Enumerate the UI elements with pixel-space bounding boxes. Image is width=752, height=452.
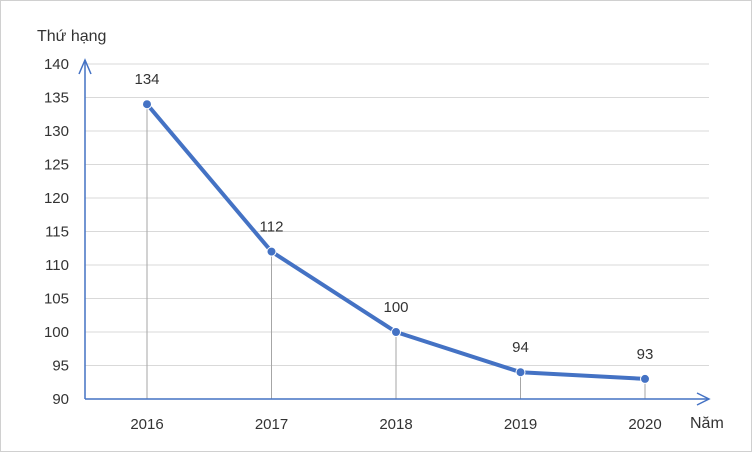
x-tick-labels: 2016 2017 2018 2019 2020 <box>130 416 661 433</box>
x-tick-label: 2016 <box>130 416 163 433</box>
y-tick-label: 120 <box>44 190 69 207</box>
x-tick-label: 2020 <box>628 416 661 433</box>
x-axis-arrow-icon <box>696 392 711 406</box>
x-tick-label: 2019 <box>504 416 537 433</box>
data-label: 93 <box>637 346 654 363</box>
y-tick-label: 125 <box>44 157 69 174</box>
y-tick-label: 90 <box>52 391 69 408</box>
x-tick-label: 2017 <box>255 416 288 433</box>
data-point <box>640 373 650 384</box>
series <box>142 99 650 384</box>
y-tick-label: 95 <box>52 358 69 375</box>
drop-lines <box>146 104 646 399</box>
x-axis-title: Năm <box>690 415 724 432</box>
data-label: 134 <box>134 71 159 88</box>
x-tick-label: 2018 <box>379 416 412 433</box>
y-tick-label: 140 <box>44 56 69 73</box>
y-tick-label: 110 <box>45 257 69 274</box>
y-axis-title: Thứ hạng <box>37 28 106 45</box>
data-point <box>515 367 526 378</box>
data-labels: 134 112 100 94 93 <box>134 71 653 363</box>
y-tick-label: 135 <box>44 90 69 107</box>
data-label: 100 <box>383 299 408 316</box>
y-tick-label: 105 <box>44 291 69 308</box>
y-tick-label: 100 <box>44 324 69 341</box>
data-label: 112 <box>260 219 284 236</box>
data-point <box>391 327 401 337</box>
gridlines <box>85 63 709 366</box>
y-tick-labels: 90 95 100 105 110 115 120 125 130 135 140 <box>44 56 69 408</box>
y-axis-arrow-icon <box>78 58 92 75</box>
axes <box>78 58 711 406</box>
y-tick-label: 130 <box>44 123 69 140</box>
data-label: 94 <box>512 339 529 356</box>
data-point <box>266 246 277 257</box>
y-tick-label: 115 <box>45 224 69 241</box>
data-point <box>142 99 152 110</box>
